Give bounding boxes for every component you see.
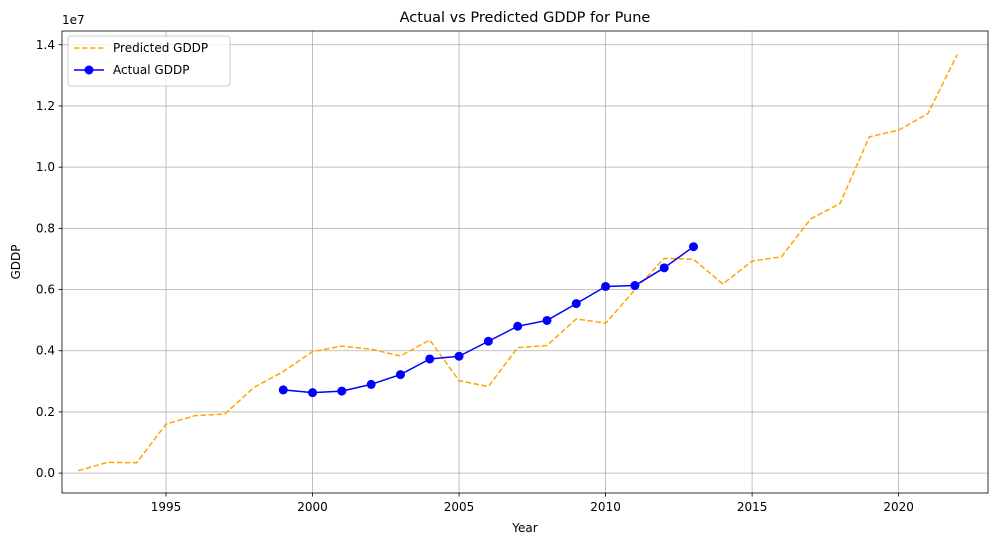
data-point-actual [542, 315, 552, 325]
x-tick-label: 2000 [297, 500, 328, 514]
y-tick-label: 1.2 [36, 99, 55, 113]
data-point-actual [454, 351, 464, 361]
data-point-actual [425, 354, 435, 364]
data-point-actual [659, 263, 669, 273]
data-point-actual [688, 242, 698, 252]
legend-marker-actual [84, 65, 94, 75]
x-tick-label: 2020 [883, 500, 914, 514]
y-tick-label: 0.0 [36, 466, 55, 480]
x-axis-title: Year [511, 521, 537, 535]
data-point-actual [513, 321, 523, 331]
y-tick-label: 0.2 [36, 405, 55, 419]
y-axis-offset-label: 1e7 [62, 13, 85, 27]
data-point-actual [308, 388, 318, 398]
y-tick-label: 1.0 [36, 160, 55, 174]
legend-label-actual: Actual GDDP [113, 63, 189, 77]
data-point-actual [630, 281, 640, 291]
legend: Predicted GDDP Actual GDDP [67, 35, 231, 87]
y-tick-label: 0.8 [36, 221, 55, 235]
data-point-actual [278, 385, 288, 395]
series-line-predicted [77, 54, 958, 472]
data-point-actual [483, 336, 493, 346]
x-tick-label: 2015 [737, 500, 768, 514]
x-tick-label: 2010 [590, 500, 621, 514]
x-axis-ticks: 1995 2000 2005 2010 2015 2020 [151, 493, 914, 514]
data-point-actual [337, 386, 347, 396]
data-point-actual [366, 379, 376, 389]
grid [62, 31, 988, 493]
chart-title: Actual vs Predicted GDDP for Pune [400, 10, 651, 26]
legend-box [67, 35, 231, 87]
plot-frame [61, 30, 989, 494]
data-point-actual [601, 281, 611, 291]
y-tick-label: 0.4 [36, 344, 55, 358]
y-tick-label: 1.4 [36, 38, 55, 52]
data-point-actual [395, 370, 405, 380]
series-layer [77, 54, 958, 472]
data-point-actual [571, 299, 581, 309]
x-tick-label: 2005 [444, 500, 475, 514]
y-tick-label: 0.6 [36, 283, 55, 297]
legend-label-predicted: Predicted GDDP [113, 41, 208, 55]
x-tick-label: 1995 [151, 500, 182, 514]
y-axis-title: GDDP [9, 244, 23, 279]
y-axis-ticks: 0.0 0.2 0.4 0.6 0.8 1.0 1.2 1.4 [36, 38, 62, 480]
